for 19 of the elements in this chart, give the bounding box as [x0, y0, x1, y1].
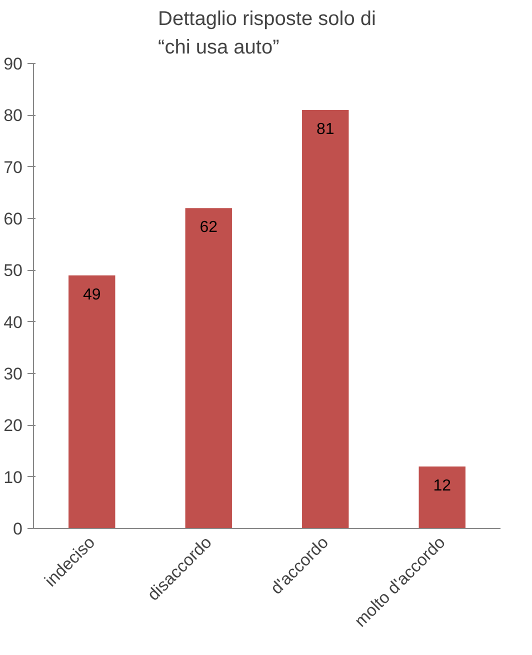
bar [68, 275, 116, 528]
data-label: 12 [433, 478, 452, 494]
y-tick-label: 70 [4, 158, 23, 177]
bar [185, 208, 232, 528]
chart-title: Dettaglio risposte solo di “chi usa auto” [158, 8, 376, 58]
data-label: 62 [200, 219, 218, 236]
y-tick-label: 0 [13, 520, 23, 538]
y-tick-label: 60 [4, 210, 23, 228]
data-label: 49 [82, 286, 101, 304]
y-tick-label: 10 [4, 468, 23, 487]
y-tick-label: 50 [4, 261, 23, 280]
y-tick-label: 30 [4, 364, 23, 384]
y-tick-label: 40 [4, 312, 23, 332]
data-label: 81 [316, 121, 334, 138]
y-tick-label: 80 [4, 106, 23, 126]
bar [302, 110, 349, 528]
y-tick-label: 20 [4, 416, 23, 436]
bar [418, 466, 466, 528]
y-tick-label: 90 [4, 54, 23, 74]
